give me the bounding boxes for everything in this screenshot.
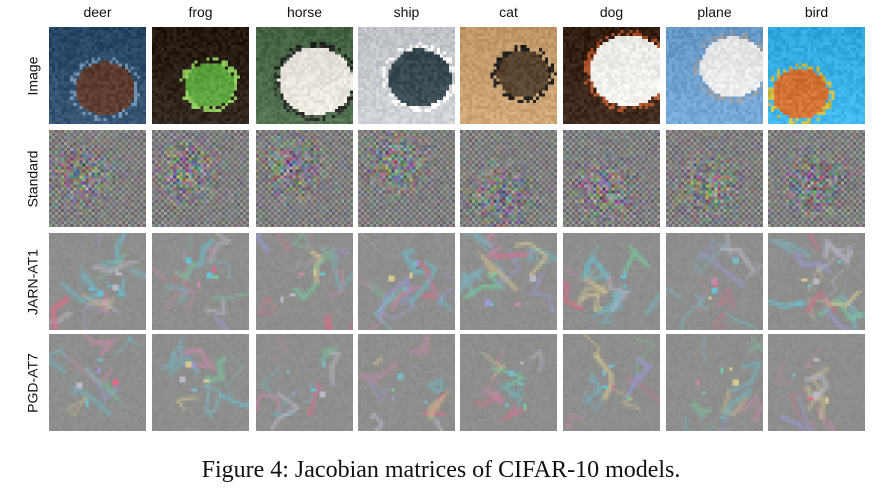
jacobian-map-cat (460, 334, 557, 431)
cell-pgd-at7-deer (49, 334, 146, 431)
jacobian-map-ship (358, 334, 455, 431)
photo-cat (460, 27, 557, 124)
jacobian-map-plane (666, 334, 763, 431)
column-label-frog: frog (188, 4, 213, 20)
cell-pgd-at7-horse (256, 334, 353, 431)
cell-jarn-at1-horse (256, 233, 353, 330)
cell-jarn-at1-frog (152, 233, 249, 330)
cell-pgd-at7-plane (666, 334, 763, 431)
photo-deer (49, 27, 146, 124)
cell-image-horse (256, 27, 353, 124)
cell-standard-frog (152, 130, 249, 227)
cell-image-dog (563, 27, 660, 124)
column-label-ship: ship (393, 4, 420, 20)
cell-image-bird (768, 27, 865, 124)
cell-jarn-at1-plane (666, 233, 763, 330)
photo-frog (152, 27, 249, 124)
cell-standard-dog (563, 130, 660, 227)
cell-pgd-at7-dog (563, 334, 660, 431)
cell-standard-horse (256, 130, 353, 227)
jacobian-map-cat (460, 130, 557, 227)
figure-caption: Figure 4: Jacobian matrices of CIFAR-10 … (201, 457, 681, 483)
cell-standard-deer (49, 130, 146, 227)
photo-bird (768, 27, 865, 124)
jacobian-map-frog (152, 233, 249, 330)
cell-standard-plane (666, 130, 763, 227)
jacobian-map-horse (256, 334, 353, 431)
cell-image-ship (358, 27, 455, 124)
cell-pgd-at7-frog (152, 334, 249, 431)
jacobian-map-dog (563, 233, 660, 330)
cell-jarn-at1-dog (563, 233, 660, 330)
cell-standard-cat (460, 130, 557, 227)
column-label-plane: plane (697, 4, 732, 20)
jacobian-map-bird (768, 334, 865, 431)
cell-pgd-at7-bird (768, 334, 865, 431)
jacobian-map-plane (666, 233, 763, 330)
jacobian-map-ship (358, 130, 455, 227)
photo-dog (563, 27, 660, 124)
jacobian-map-deer (49, 334, 146, 431)
cell-jarn-at1-cat (460, 233, 557, 330)
jacobian-map-deer (49, 233, 146, 330)
cell-pgd-at7-ship (358, 334, 455, 431)
column-label-horse: horse (286, 4, 323, 20)
column-label-deer: deer (83, 4, 112, 20)
row-label-standard: Standard (24, 150, 40, 207)
column-label-bird: bird (804, 4, 829, 20)
cell-image-plane (666, 27, 763, 124)
jacobian-map-bird (768, 233, 865, 330)
row-label-image: Image (24, 56, 40, 95)
photo-horse (256, 27, 353, 124)
cell-jarn-at1-ship (358, 233, 455, 330)
jacobian-map-deer (49, 130, 146, 227)
jacobian-map-horse (256, 130, 353, 227)
cell-jarn-at1-bird (768, 233, 865, 330)
cell-standard-ship (358, 130, 455, 227)
cell-pgd-at7-cat (460, 334, 557, 431)
cell-image-frog (152, 27, 249, 124)
column-label-cat: cat (499, 4, 518, 20)
photo-ship (358, 27, 455, 124)
row-label-jarn-at1: JARN-AT1 (24, 248, 40, 315)
jacobian-map-horse (256, 233, 353, 330)
jacobian-map-dog (563, 334, 660, 431)
column-label-dog: dog (599, 4, 624, 20)
photo-plane (666, 27, 763, 124)
jacobian-map-ship (358, 233, 455, 330)
jacobian-map-frog (152, 130, 249, 227)
jacobian-map-dog (563, 130, 660, 227)
jacobian-map-cat (460, 233, 557, 330)
jacobian-map-frog (152, 334, 249, 431)
cell-image-cat (460, 27, 557, 124)
jacobian-map-plane (666, 130, 763, 227)
jacobian-map-bird (768, 130, 865, 227)
row-label-pgd-at7: PGD-AT7 (24, 352, 40, 413)
cell-image-deer (49, 27, 146, 124)
cell-jarn-at1-deer (49, 233, 146, 330)
cell-standard-bird (768, 130, 865, 227)
